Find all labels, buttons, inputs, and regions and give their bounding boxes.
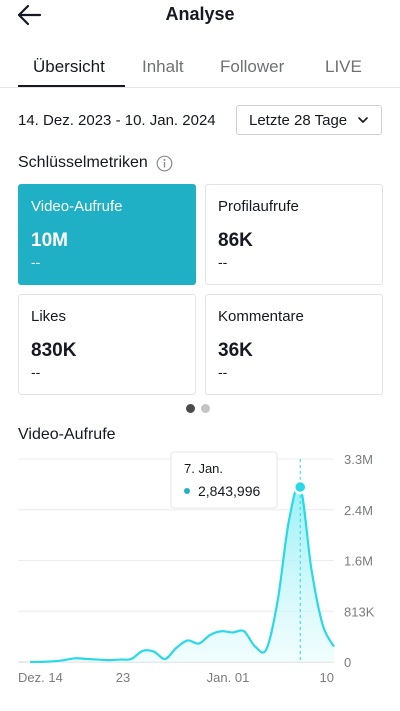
data-point: [254, 645, 256, 647]
active-tab-indicator: [18, 85, 125, 87]
tooltip-value: 2,843,996: [198, 483, 260, 499]
metric-label: Video-Aufrufe: [31, 198, 123, 215]
data-point: [175, 647, 177, 649]
chart-area: [30, 485, 334, 662]
x-tick-label: Jan. 01: [207, 670, 250, 685]
data-point: [231, 631, 233, 633]
metric-value: 10M: [31, 230, 68, 251]
tab-bar: Übersicht Inhalt Follower LIVE: [0, 48, 400, 88]
chevron-down-icon: [358, 117, 368, 123]
data-point: [186, 639, 188, 641]
data-point: [164, 658, 166, 660]
period-dropdown-label: Letzte 28 Tage: [249, 111, 348, 129]
x-tick-label: 10: [320, 670, 334, 685]
data-point: [29, 661, 31, 663]
tab-content[interactable]: Inhalt: [142, 57, 184, 76]
tab-overview[interactable]: Übersicht: [33, 57, 105, 76]
data-point: [85, 658, 87, 660]
metric-change: --: [31, 364, 41, 380]
data-point: [153, 650, 155, 652]
data-point: [243, 630, 245, 632]
y-tick-label: 0: [344, 655, 351, 670]
data-point: [209, 634, 211, 636]
metric-change: --: [31, 254, 41, 270]
page-title: Analyse: [165, 4, 235, 24]
back-button[interactable]: [16, 2, 46, 28]
tooltip-date: 7. Jan.: [184, 461, 223, 476]
tooltip-box: [170, 451, 278, 509]
video-views-chart: 0 813K 1.6M 2.4M 3.3M Dez. 14 23 Jan. 01 10 7. …: [18, 451, 375, 685]
data-point: [119, 658, 121, 660]
metric-card-comments[interactable]: Kommentare 36K --: [205, 294, 383, 395]
data-point: [310, 569, 312, 571]
header: Analyse: [0, 0, 400, 32]
data-point: [108, 659, 110, 661]
section-title: Schlüsselmetriken: [18, 154, 173, 172]
date-range: 14. Dez. 2023 - 10. Jan. 2024: [18, 112, 216, 129]
metric-card-profile-views[interactable]: Profilaufrufe 86K --: [205, 184, 383, 285]
x-tick-label: 23: [116, 670, 130, 685]
chart-tooltip: 7. Jan. 2,843,996: [170, 451, 278, 509]
metric-change: --: [218, 254, 228, 270]
data-point: [96, 658, 98, 660]
y-tick-label: 1.6M: [344, 554, 373, 569]
data-point: [220, 630, 222, 632]
metric-label: Likes: [31, 308, 67, 325]
tab-followers[interactable]: Follower: [220, 57, 285, 76]
y-tick-label: 2.4M: [344, 503, 373, 518]
tooltip-series-dot: [184, 488, 190, 494]
metric-card-likes[interactable]: Likes 830K --: [18, 294, 196, 395]
y-tick-label: 813K: [344, 604, 375, 619]
metric-change: --: [218, 364, 228, 380]
period-dropdown[interactable]: Letzte 28 Tage: [236, 105, 382, 135]
page-dot-1[interactable]: [186, 404, 195, 413]
data-point: [51, 660, 53, 662]
data-point: [40, 661, 42, 663]
data-point: [130, 658, 132, 660]
data-point: [63, 659, 65, 661]
data-point: [333, 645, 335, 647]
section-title-text: Schlüsselmetriken: [18, 154, 148, 171]
chart-line: [29, 484, 335, 664]
data-point: [265, 648, 267, 650]
page-dot-2[interactable]: [201, 404, 210, 413]
chart-title: Video-Aufrufe: [18, 426, 116, 443]
tab-live[interactable]: LIVE: [325, 57, 362, 76]
data-point: [141, 650, 143, 652]
pagination-dots: [186, 404, 210, 413]
info-icon[interactable]: [156, 155, 173, 172]
metric-card-video-views[interactable]: Video-Aufrufe 10M --: [18, 184, 196, 285]
metric-value: 36K: [218, 340, 253, 361]
data-point: [198, 642, 200, 644]
metric-label: Kommentare: [218, 308, 304, 325]
data-point: [74, 657, 76, 659]
metric-value: 830K: [31, 340, 77, 361]
x-tick-label: Dez. 14: [18, 670, 63, 685]
y-tick-label: 3.3M: [344, 452, 373, 467]
data-point: [277, 599, 279, 601]
data-point: [288, 519, 290, 521]
data-point: [322, 624, 324, 626]
selected-point[interactable]: [292, 479, 308, 495]
metric-label: Profilaufrufe: [218, 198, 299, 215]
metric-value: 86K: [218, 230, 253, 251]
arrow-left-icon: [17, 4, 42, 26]
